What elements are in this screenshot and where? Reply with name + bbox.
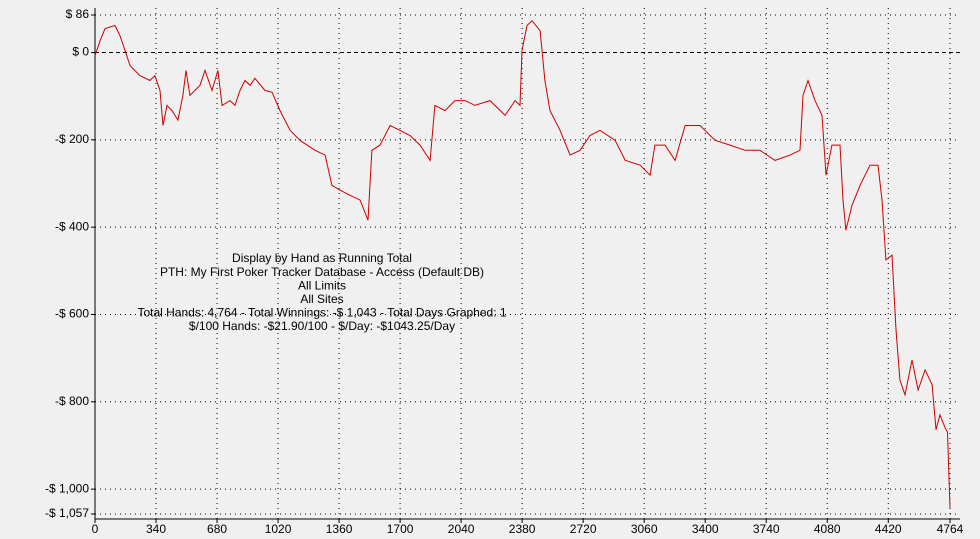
x-tick-label: 340 (146, 522, 166, 536)
y-tick-label: -$ 800 (55, 394, 89, 408)
y-tick-label: -$ 600 (55, 307, 89, 321)
x-tick-label: 1020 (265, 522, 292, 536)
data-line (94, 19, 951, 508)
x-tick-label: 2040 (448, 522, 475, 536)
y-tick-label: $ 86 (66, 7, 90, 21)
y-tick-label: $ 0 (72, 45, 89, 59)
y-tick-label: -$ 1,000 (45, 481, 89, 495)
x-tick-label: 3400 (692, 522, 719, 536)
x-tick-label: 4080 (814, 522, 841, 536)
x-tick-label: 680 (207, 522, 227, 536)
x-tick-label: 4764 (937, 522, 964, 536)
y-tick-label: -$ 200 (55, 132, 89, 146)
x-tick-label: 3060 (631, 522, 658, 536)
x-tick-label: 2720 (570, 522, 597, 536)
annotation: All Sites (300, 292, 343, 306)
x-tick-label: 1360 (326, 522, 353, 536)
y-tick-label: -$ 1,057 (45, 506, 89, 520)
annotation: Total Hands: 4,764 - Total Winnings: -$ … (137, 306, 506, 320)
x-tick-label: 3740 (753, 522, 780, 536)
y-tick-label: -$ 400 (55, 219, 89, 233)
annotation: Display by Hand as Running Total (232, 251, 412, 265)
x-tick-label: 4420 (875, 522, 902, 536)
x-tick-label: 0 (92, 522, 99, 536)
annotation: PTH: My First Poker Tracker Database - A… (160, 265, 484, 279)
annotation: $/100 Hands: -$21.90/100 - $/Day: -$1043… (189, 319, 455, 333)
annotation: All Limits (298, 278, 346, 292)
x-tick-label: 2380 (509, 522, 536, 536)
x-tick-label: 1700 (387, 522, 414, 536)
